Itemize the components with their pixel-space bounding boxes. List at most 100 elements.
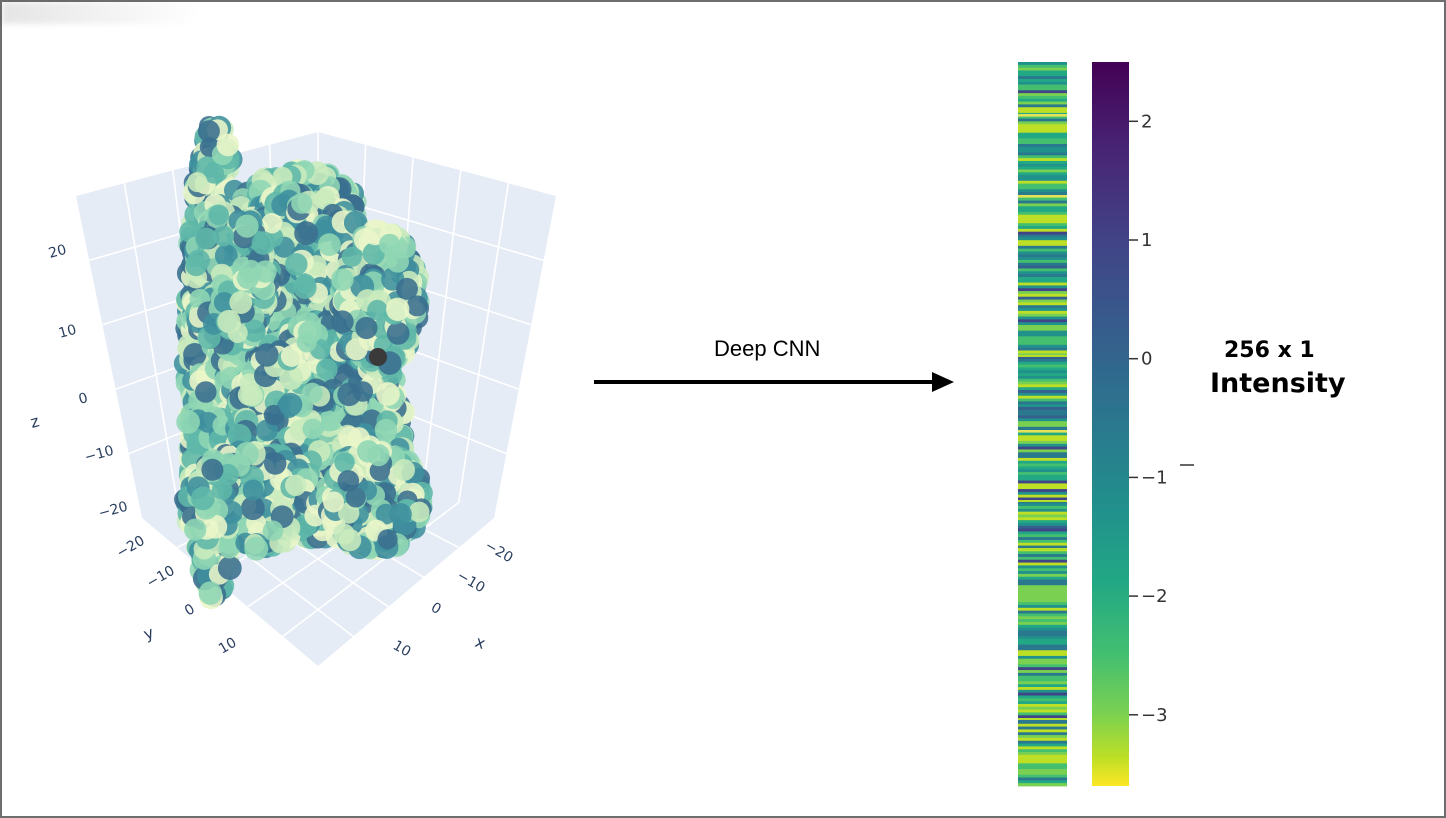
heatmap-cell: [1018, 644, 1067, 648]
scatter-point: [251, 231, 276, 255]
heatmap-cell: [1018, 367, 1067, 371]
heatmap-cell: [1018, 370, 1067, 374]
heatmap-cell: [1018, 93, 1067, 97]
heatmap-cell: [1018, 443, 1067, 448]
heatmap-cell: [1018, 158, 1067, 162]
heatmap-cell: [1018, 384, 1067, 388]
heatmap-cell: [1018, 243, 1067, 247]
heatmap-cell: [1018, 276, 1067, 281]
heatmap-cell: [1018, 551, 1067, 555]
heatmap-cell: [1018, 542, 1067, 547]
heatmap-cell: [1018, 701, 1067, 705]
colorbar-tick-label: 1: [1141, 230, 1152, 251]
heatmap-cell: [1018, 152, 1067, 156]
heatmap-cell: [1018, 573, 1067, 578]
scatter-point: [408, 501, 430, 523]
heatmap-cell: [1018, 596, 1067, 600]
heatmap-cell: [1018, 322, 1067, 326]
heatmap-cell: [1018, 624, 1067, 629]
heatmap-cell: [1018, 254, 1067, 258]
heatmap-cell: [1018, 144, 1067, 148]
heatmap-cell: [1018, 754, 1067, 759]
heatmap-cell: [1018, 647, 1067, 651]
heatmap-cell: [1018, 520, 1067, 524]
heatmap-cell: [1018, 678, 1067, 682]
x-tick-label: −20: [482, 538, 516, 567]
heatmap-cell: [1018, 749, 1067, 753]
process-arrow: Deep CNN: [594, 336, 954, 392]
heatmap-cell: [1018, 514, 1067, 518]
heatmap-cell: [1018, 364, 1067, 368]
heatmap-cell: [1018, 653, 1067, 657]
heatmap-cell: [1018, 706, 1067, 711]
scatter-point: [208, 204, 230, 226]
heatmap-cell: [1018, 361, 1067, 366]
heatmap-cell: [1018, 692, 1067, 696]
heatmap-cell: [1018, 107, 1067, 111]
heatmap-cell: [1018, 160, 1067, 165]
scatter-point: [330, 310, 354, 334]
heatmap-cell: [1018, 440, 1067, 445]
heatmap-cell: [1018, 616, 1067, 620]
scatter-point: [212, 225, 235, 247]
heatmap-cell: [1018, 489, 1067, 493]
z-tick-label: 10: [57, 322, 78, 342]
scatter-point: [396, 277, 418, 300]
scatter-point: [242, 479, 264, 501]
heatmap-cell: [1018, 718, 1067, 720]
heatmap-cell: [1018, 262, 1067, 267]
y-tick-label: −20: [114, 533, 148, 562]
heatmap-cell: [1018, 398, 1067, 402]
heatmap-cell: [1018, 633, 1067, 637]
heatmap-cell: [1018, 432, 1067, 436]
heatmap-cell: [1018, 166, 1067, 170]
scatter-point: [334, 452, 355, 473]
heatmap-cell: [1018, 661, 1067, 665]
heatmap-cell: [1018, 548, 1067, 550]
heatmap-cell: [1018, 655, 1067, 660]
colorbar-tick-label: −2: [1141, 586, 1168, 607]
x-tick-label: 10: [390, 638, 413, 661]
heatmap-cell: [1018, 539, 1067, 544]
scatter-point: [302, 418, 324, 440]
colorbar: [1092, 62, 1129, 786]
heatmap-cell: [1018, 401, 1067, 405]
z-axis-title: z: [28, 411, 41, 432]
heatmap-cell: [1018, 613, 1067, 617]
heatmap-cell: [1018, 565, 1067, 569]
heatmap-cell: [1018, 743, 1067, 747]
scatter-point: [298, 320, 323, 345]
heatmap-cell: [1018, 206, 1067, 210]
heatmap-cell: [1018, 506, 1067, 510]
heatmap-cell: [1018, 135, 1067, 139]
heatmap-cell: [1018, 607, 1067, 612]
scatter-point: [201, 458, 224, 481]
heatmap-cell: [1018, 118, 1067, 122]
heatmap-cell: [1018, 189, 1067, 193]
heatmap-cell: [1018, 293, 1067, 298]
heatmap-cell: [1018, 336, 1067, 340]
scatter-point: [184, 518, 207, 541]
heatmap-cell: [1018, 585, 1067, 589]
heatmap-cell: [1018, 141, 1067, 145]
heatmap-cell: [1018, 341, 1067, 346]
scatter-point: [255, 343, 279, 367]
heatmap-cell: [1018, 449, 1067, 453]
z-tick-label: −10: [83, 443, 116, 466]
scatter-point: [337, 382, 361, 407]
heatmap-cell: [1018, 424, 1067, 428]
heatmap-cell: [1018, 279, 1067, 283]
heatmap-cell: [1018, 571, 1067, 575]
heatmap-cell: [1018, 418, 1067, 422]
output-size-label: 256 x 1: [1224, 338, 1315, 363]
heatmap-cell: [1018, 110, 1067, 114]
scatter-point: [176, 410, 200, 434]
output-intensity-label: Intensity: [1210, 368, 1346, 399]
heatmap-cell: [1018, 265, 1067, 269]
scatter-point: [197, 120, 220, 143]
scatter-point: [378, 233, 401, 256]
scatter-point: [285, 253, 308, 276]
heatmap-cell: [1018, 503, 1067, 507]
heatmap-cell: [1018, 562, 1067, 566]
heatmap-cell: [1018, 114, 1067, 117]
